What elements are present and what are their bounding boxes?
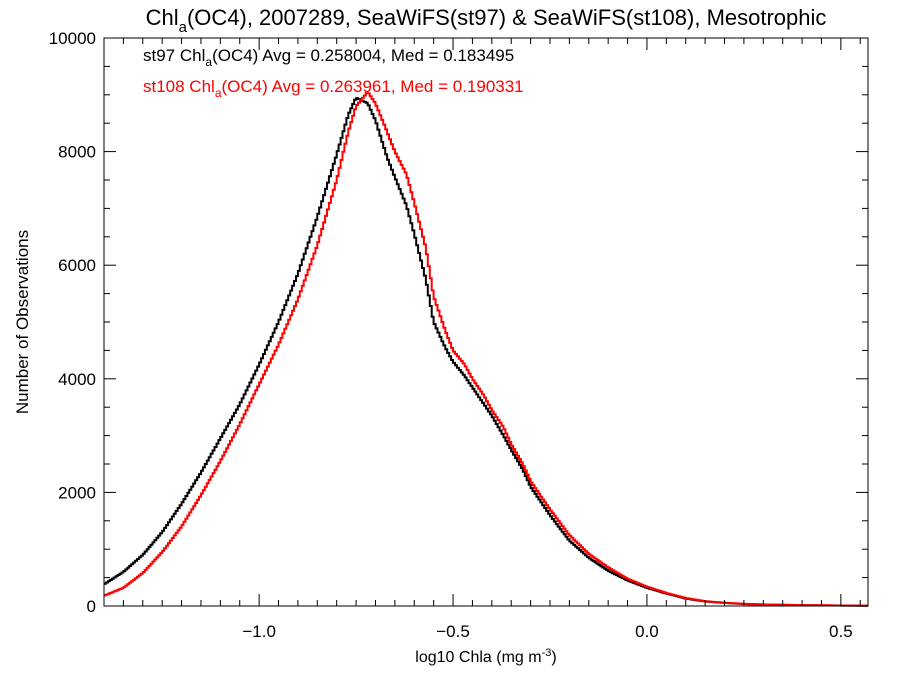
plot-frame xyxy=(103,37,869,607)
chart-title: Chla(OC4), 2007289, SeaWiFS(st97) & SeaW… xyxy=(146,5,827,36)
series-line-st97 xyxy=(104,97,868,607)
series-label-st108-subscript: a xyxy=(215,86,222,100)
series-label-st97-main: st97 Chl xyxy=(143,46,205,65)
x-axis-label-main: log10 Chla (mg m xyxy=(415,649,541,666)
series-label-st108: st108 Chla(OC4) Avg = 0.263961, Med = 0.… xyxy=(143,77,524,100)
y-axis-label: Number of Observations xyxy=(13,230,32,414)
series-label-st97: st97 Chla(OC4) Avg = 0.258004, Med = 0.1… xyxy=(143,46,514,69)
x-axis-label-superscript: -3 xyxy=(542,647,552,659)
chart-title-rest: (OC4), 2007289, SeaWiFS(st97) & SeaWiFS(… xyxy=(187,5,826,30)
x-tick-label: −0.5 xyxy=(436,622,470,641)
series-label-st97-subscript: a xyxy=(205,55,212,69)
series-label-st108-rest: (OC4) Avg = 0.263961, Med = 0.190331 xyxy=(222,77,524,96)
y-tick-label: 4000 xyxy=(58,370,96,389)
x-tick-label: 0.0 xyxy=(635,622,659,641)
series-label-st97-rest: (OC4) Avg = 0.258004, Med = 0.183495 xyxy=(212,46,514,65)
y-tick-label: 2000 xyxy=(58,483,96,502)
y-tick-label: 6000 xyxy=(58,256,96,275)
chart-title-subscript: a xyxy=(179,19,188,36)
x-axis-label-rest: ) xyxy=(551,649,556,666)
y-tick-label: 8000 xyxy=(58,143,96,162)
x-tick-label: 0.5 xyxy=(829,622,853,641)
x-tick-label: −1.0 xyxy=(242,622,276,641)
x-axis-label: log10 Chla (mg m-3) xyxy=(415,647,556,666)
series-line-st108 xyxy=(104,92,868,607)
y-tick-label: 10000 xyxy=(49,29,96,48)
series-label-st108-main: st108 Chl xyxy=(143,77,215,96)
chart-title-main: Chl xyxy=(146,5,179,30)
y-tick-label: 0 xyxy=(87,597,96,616)
